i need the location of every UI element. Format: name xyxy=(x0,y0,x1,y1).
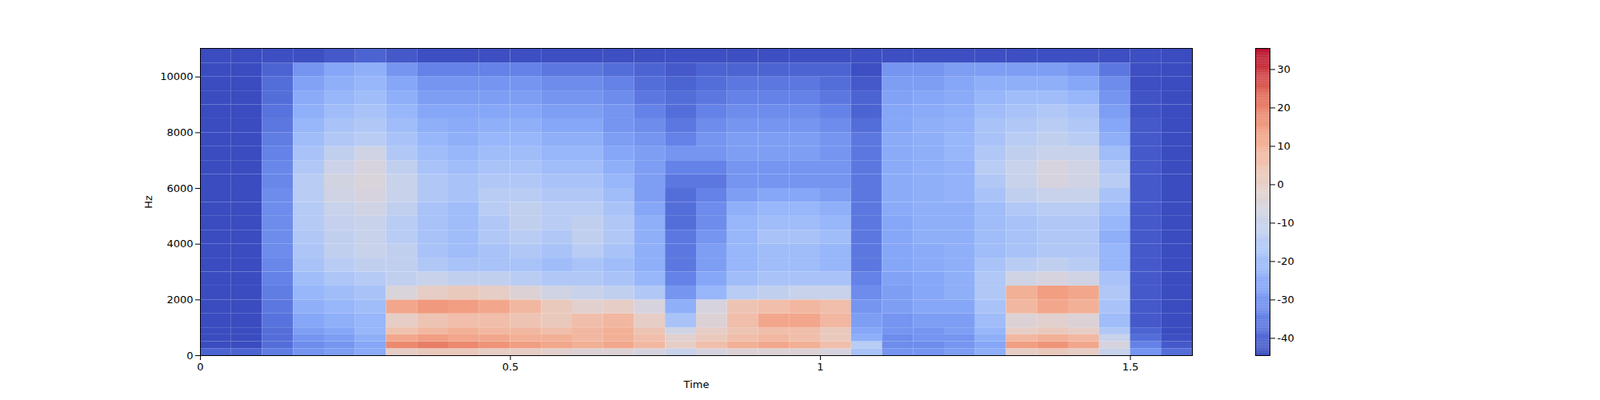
svg-text:2000: 2000 xyxy=(166,293,193,306)
svg-text:Hz: Hz xyxy=(142,195,155,209)
svg-text:10000: 10000 xyxy=(160,70,193,83)
svg-text:1.5: 1.5 xyxy=(1122,360,1140,373)
svg-text:-40: -40 xyxy=(1277,332,1295,344)
svg-text:-30: -30 xyxy=(1277,293,1295,306)
svg-text:0.5: 0.5 xyxy=(502,360,520,373)
svg-text:30: 30 xyxy=(1277,63,1292,76)
svg-text:Time: Time xyxy=(683,378,710,391)
svg-text:6000: 6000 xyxy=(166,182,193,195)
svg-text:0: 0 xyxy=(196,360,204,373)
svg-text:-10: -10 xyxy=(1277,216,1295,229)
svg-text:8000: 8000 xyxy=(166,126,193,139)
svg-text:0: 0 xyxy=(1277,178,1284,191)
svg-text:-20: -20 xyxy=(1277,255,1295,268)
svg-text:4000: 4000 xyxy=(166,237,193,250)
svg-text:20: 20 xyxy=(1277,101,1292,114)
svg-text:1: 1 xyxy=(816,360,824,373)
svg-text:0: 0 xyxy=(186,349,193,362)
svg-text:10: 10 xyxy=(1277,140,1292,152)
